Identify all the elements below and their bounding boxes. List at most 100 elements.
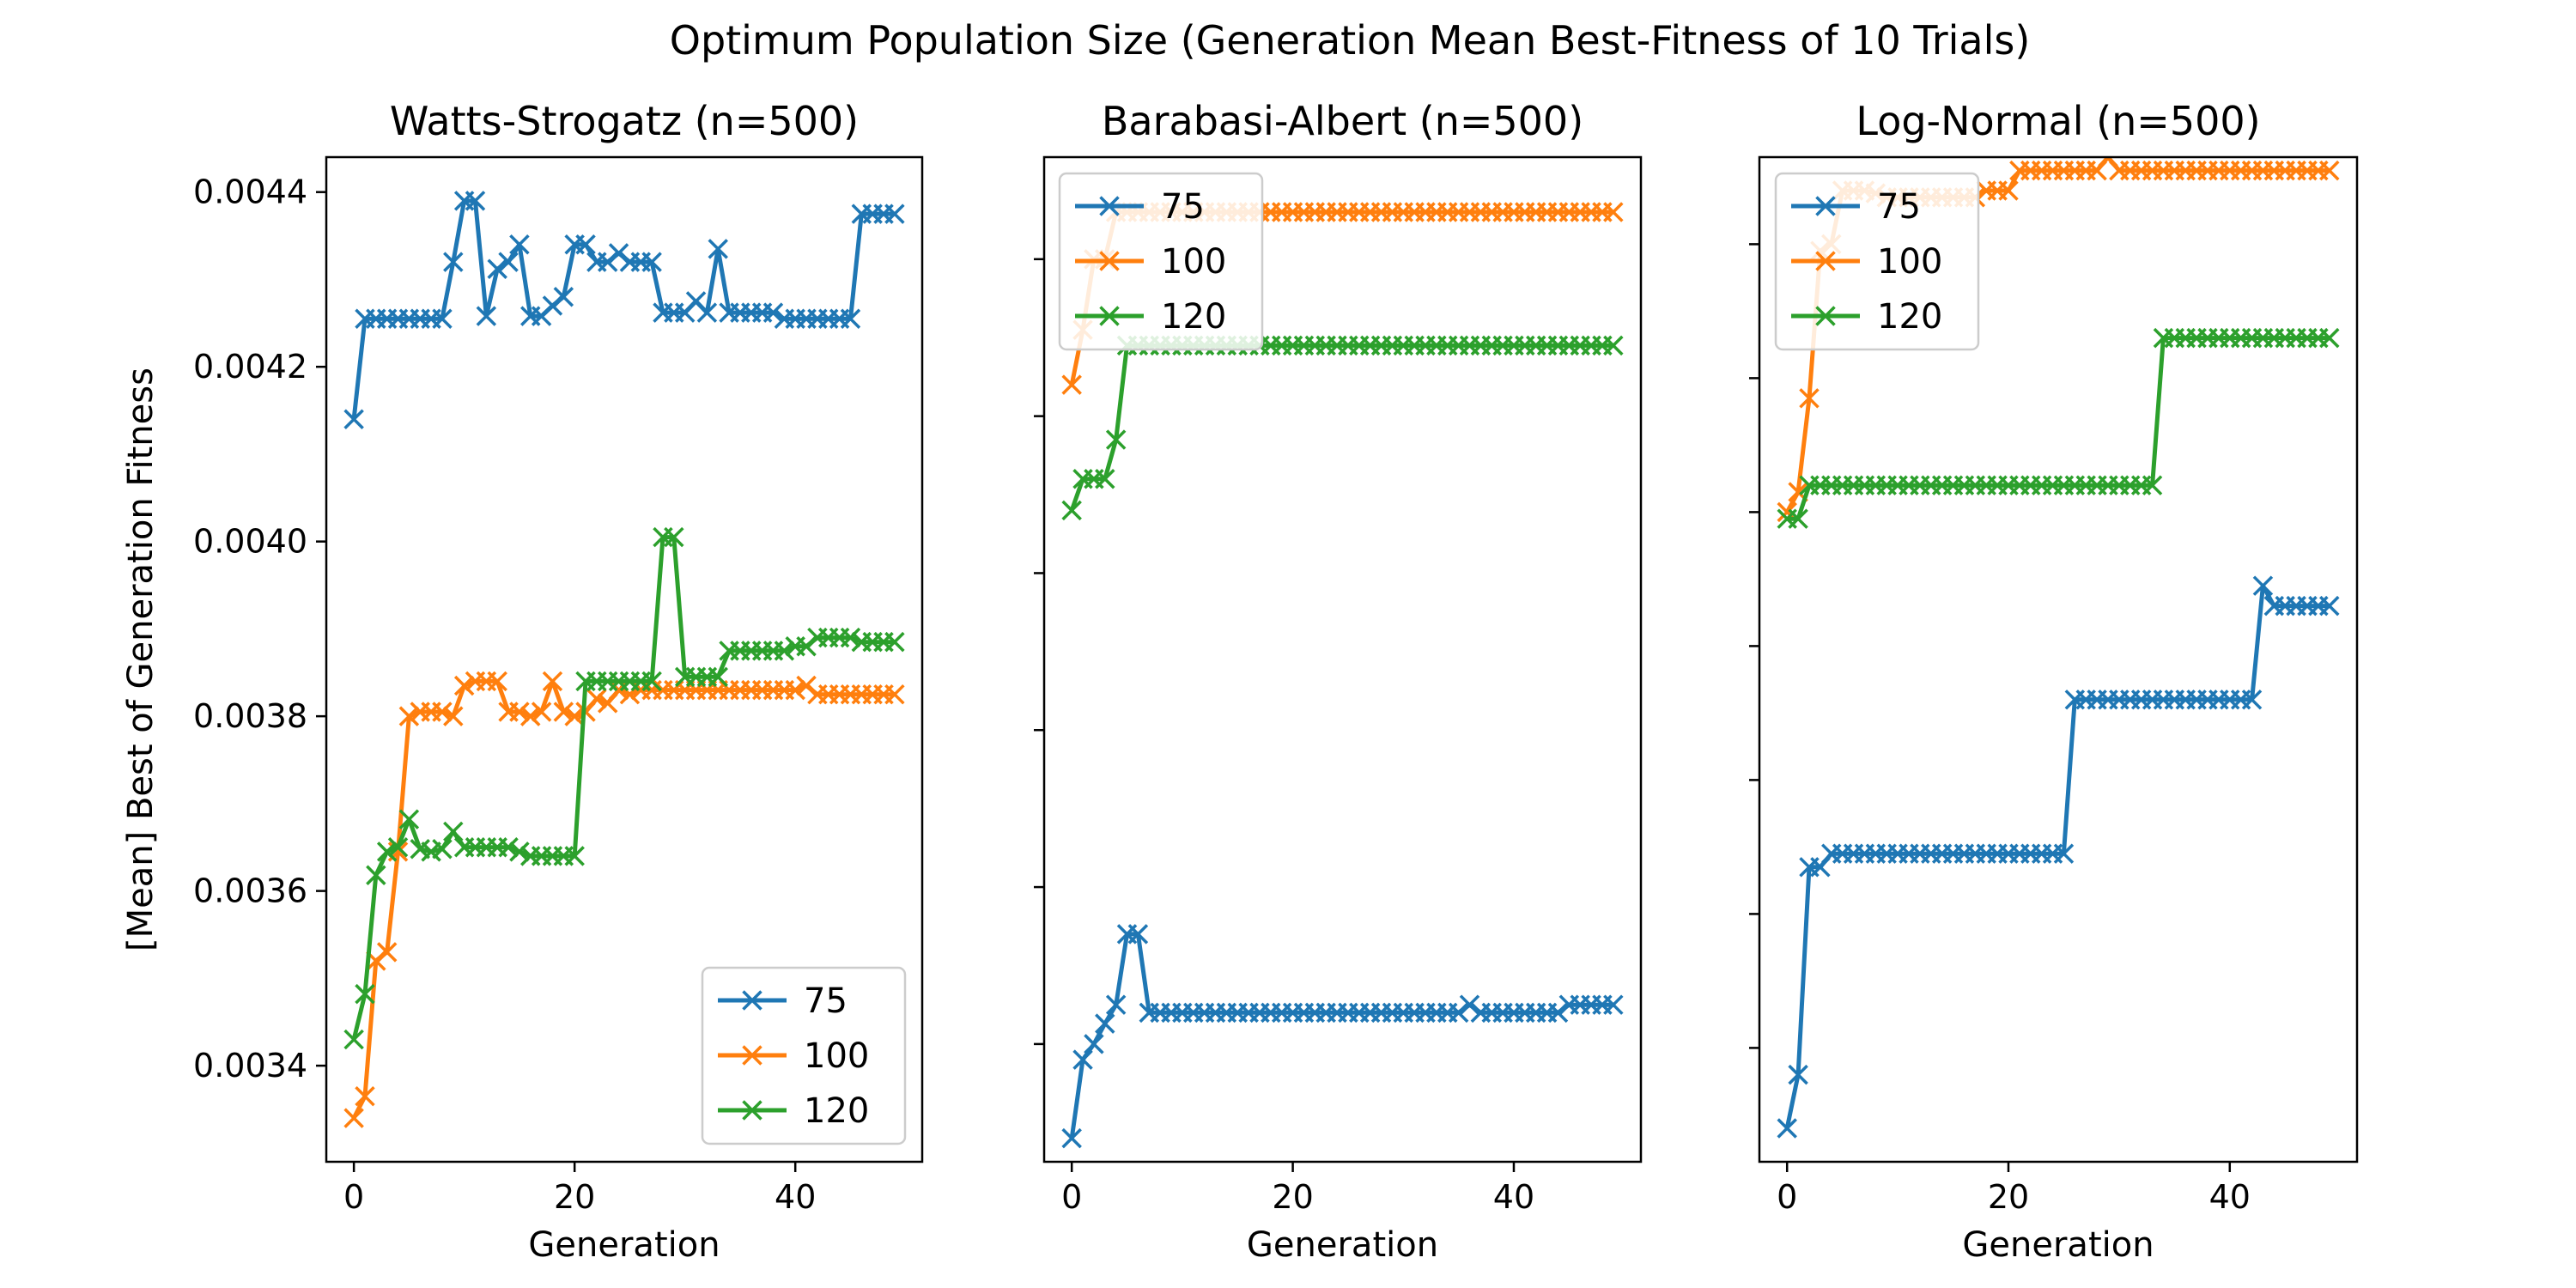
data-point-75 xyxy=(708,239,728,259)
axes-frame xyxy=(1042,155,1643,1163)
series-line-120 xyxy=(1069,343,1616,513)
data-point-75 xyxy=(509,234,530,255)
data-point-120 xyxy=(1105,429,1127,450)
data-point-120 xyxy=(443,821,464,842)
axes-frame xyxy=(325,155,924,1163)
x-tick-label: 0 xyxy=(343,1178,364,1216)
y-tick-label: 0.0044 xyxy=(193,173,307,211)
y-tick-label: 0.0042 xyxy=(193,348,307,386)
subplot-title: Barabasi-Albert (n=500) xyxy=(1102,98,1583,144)
series-line-120 xyxy=(351,535,897,1042)
legend-label-75: 75 xyxy=(804,981,848,1021)
data-point-120 xyxy=(398,809,420,829)
data-point-120 xyxy=(366,865,386,886)
x-tick-label: 40 xyxy=(2209,1178,2251,1216)
data-point-75 xyxy=(465,191,486,211)
legend-marker-120 xyxy=(1815,306,1836,326)
data-point-100 xyxy=(1603,202,1624,222)
plot-area xyxy=(343,191,905,1128)
x-tick-label: 40 xyxy=(775,1178,816,1216)
data-point-100 xyxy=(586,689,607,709)
data-point-120 xyxy=(355,983,375,1005)
subplot-title: Log-Normal (n=500) xyxy=(1856,98,2260,144)
data-point-75 xyxy=(1061,1127,1082,1149)
data-point-100 xyxy=(553,702,574,722)
data-point-75 xyxy=(1547,1002,1569,1024)
legend-box xyxy=(701,966,907,1145)
data-point-75 xyxy=(498,252,519,272)
data-point-120 xyxy=(376,841,398,862)
x-tick-label: 0 xyxy=(1777,1178,1797,1216)
y-tick-label: 0.0036 xyxy=(193,872,307,910)
data-point-100 xyxy=(608,679,629,701)
data-point-75 xyxy=(608,243,629,264)
legend-label-100: 100 xyxy=(804,1036,869,1076)
data-point-100 xyxy=(2319,160,2340,181)
data-point-120 xyxy=(432,839,453,860)
data-point-100 xyxy=(1799,388,1820,409)
data-point-120 xyxy=(774,641,795,661)
series-line-75 xyxy=(1069,932,1616,1141)
data-point-75 xyxy=(575,234,596,255)
data-point-100 xyxy=(398,706,420,726)
x-tick-label: 20 xyxy=(1272,1178,1313,1216)
legend-label-120: 120 xyxy=(1877,297,1942,337)
data-point-100 xyxy=(564,706,585,726)
x-tick-label: 20 xyxy=(1988,1178,2029,1216)
subplot-title: Watts-Strogatz (n=500) xyxy=(390,98,859,144)
data-point-75 xyxy=(597,252,618,272)
data-point-120 xyxy=(387,837,409,858)
legend-label-75: 75 xyxy=(1877,187,1921,227)
data-point-100 xyxy=(2087,160,2107,181)
data-point-120 xyxy=(564,846,585,866)
x-axis-label: Generation xyxy=(528,1225,720,1265)
data-point-100 xyxy=(443,706,464,726)
data-point-75 xyxy=(343,409,364,429)
data-point-75 xyxy=(2252,575,2274,596)
subplot-2: Barabasi-Albert (n=500) 0 20 40 Generation 75… xyxy=(1034,98,1643,1265)
y-tick-label: 0.0034 xyxy=(193,1047,307,1084)
legend-label-75: 75 xyxy=(1161,187,1205,227)
data-point-120 xyxy=(664,526,684,548)
data-point-100 xyxy=(432,702,453,722)
data-point-120 xyxy=(498,837,519,858)
legend-marker-75 xyxy=(1099,196,1120,216)
data-point-75 xyxy=(1603,994,1624,1015)
data-point-75 xyxy=(641,252,662,272)
x-tick-label: 20 xyxy=(554,1178,595,1216)
data-point-75 xyxy=(1810,857,1831,878)
data-point-75 xyxy=(2053,843,2075,864)
data-point-120 xyxy=(1095,469,1115,489)
x-tick-label: 0 xyxy=(1061,1178,1082,1216)
legend-marker-120 xyxy=(742,1100,762,1121)
data-point-100 xyxy=(531,702,552,722)
y-tick-label: 0.0040 xyxy=(193,523,307,561)
data-point-120 xyxy=(796,636,817,657)
legend: 75 100 120 xyxy=(1058,172,1264,351)
data-point-75 xyxy=(840,308,861,329)
data-point-120 xyxy=(641,671,662,692)
data-point-120 xyxy=(884,631,905,653)
legend-label-120: 120 xyxy=(804,1091,869,1131)
data-point-75 xyxy=(476,306,497,326)
data-point-100 xyxy=(884,683,905,705)
data-point-120 xyxy=(2142,475,2163,495)
data-point-75 xyxy=(1105,994,1127,1015)
data-point-75 xyxy=(1777,1118,1797,1139)
data-point-120 xyxy=(1788,508,1808,529)
data-point-120 xyxy=(1603,335,1624,356)
data-point-75 xyxy=(542,295,563,316)
data-point-75 xyxy=(1072,1049,1093,1070)
legend-box xyxy=(1058,172,1264,351)
data-point-75 xyxy=(1448,1002,1469,1024)
legend-label-100: 100 xyxy=(1877,242,1942,282)
data-point-100 xyxy=(796,675,817,696)
data-point-100 xyxy=(542,671,563,692)
data-point-100 xyxy=(2098,157,2118,167)
data-point-75 xyxy=(1788,1064,1808,1085)
data-point-75 xyxy=(443,252,464,272)
data-point-120 xyxy=(509,841,530,862)
data-point-120 xyxy=(2319,327,2340,349)
legend-marker-75 xyxy=(1815,196,1836,216)
data-point-75 xyxy=(696,302,718,323)
